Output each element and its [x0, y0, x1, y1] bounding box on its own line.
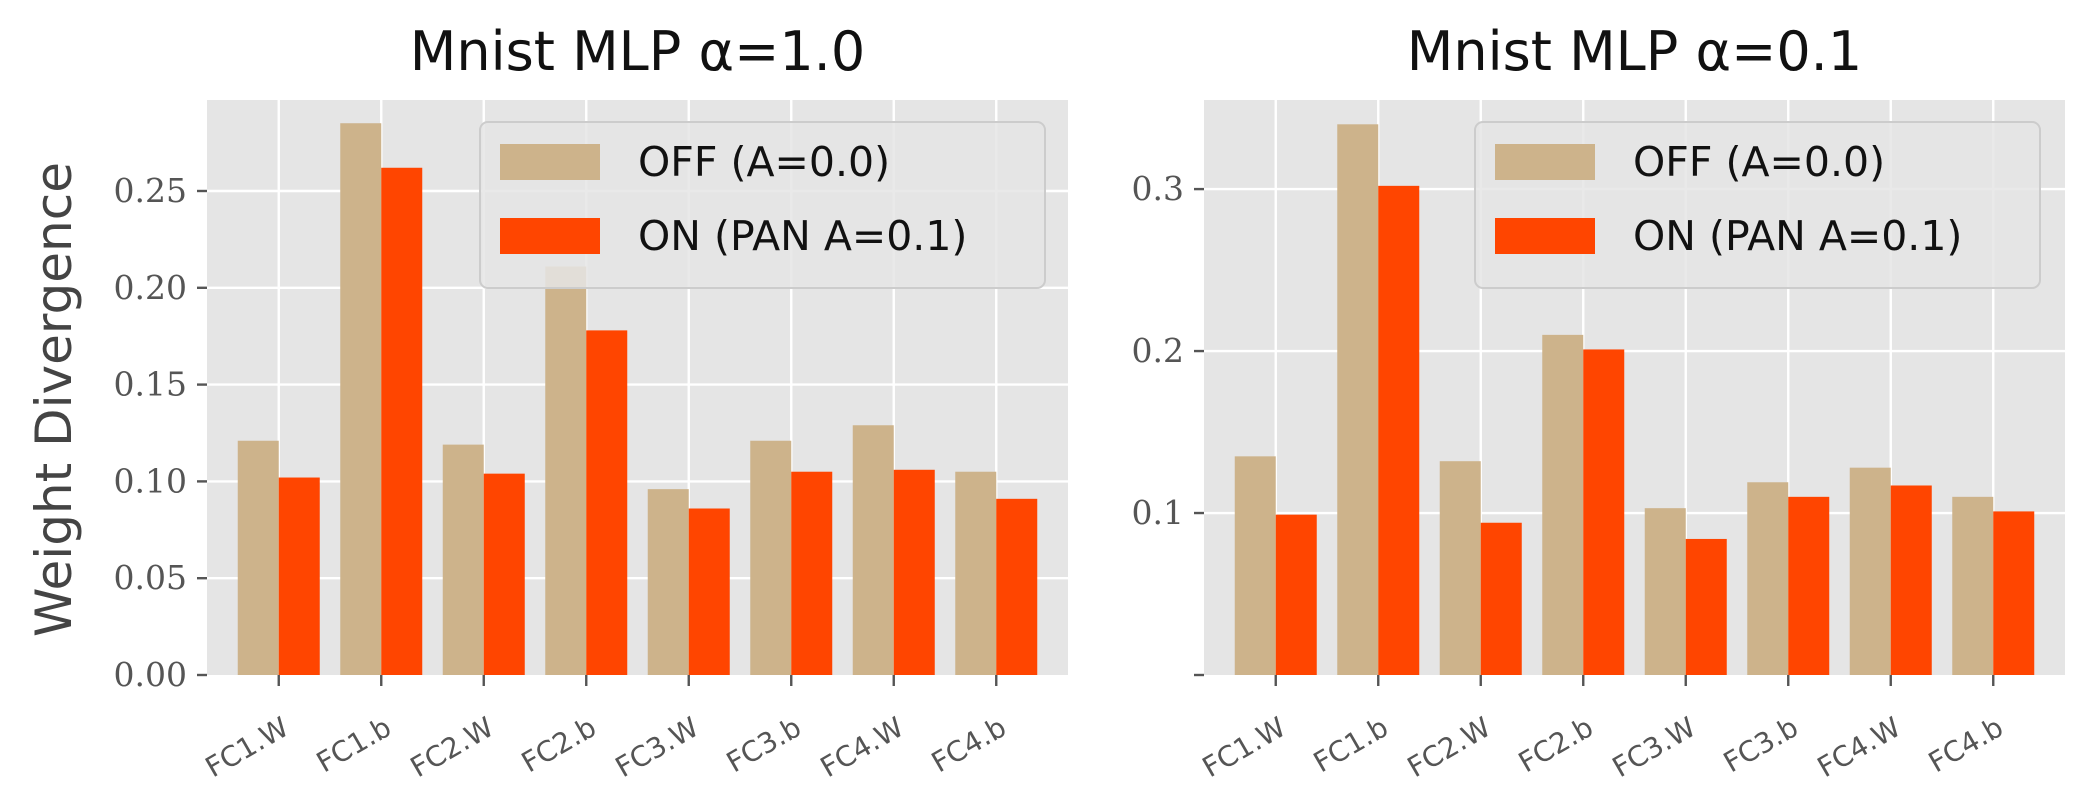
bar-on-fc3-b	[1788, 496, 1830, 675]
bar-off-fc4-w	[852, 425, 894, 675]
bar-off-fc2-w	[442, 444, 484, 675]
x-tick-label: FC2.W	[405, 710, 499, 784]
bar-off-fc3-w	[647, 489, 689, 675]
chart-title: Mnist MLP α=0.1	[1407, 20, 1862, 83]
x-tick-label: FC4.b	[1923, 710, 2009, 779]
bar-on-fc2-w	[483, 473, 525, 675]
bar-on-fc4-w	[1890, 485, 1932, 675]
bar-off-fc2-b	[545, 266, 587, 675]
y-tick-label: 0.3	[1132, 169, 1184, 208]
bar-on-fc2-w	[1480, 522, 1522, 675]
bar-on-fc2-b	[586, 330, 628, 675]
y-tick-label: 0.1	[1132, 493, 1184, 532]
legend-box	[1474, 121, 2041, 289]
bar-on-fc1-w	[278, 477, 320, 675]
bar-off-fc2-b	[1542, 334, 1584, 675]
y-tick-label: 0.20	[114, 268, 187, 307]
x-tick-label: FC4.W	[1812, 710, 1906, 784]
bar-on-fc4-b	[1993, 511, 2035, 675]
x-tick-label: FC1.W	[200, 710, 294, 784]
bar-on-fc4-w	[893, 469, 935, 675]
y-axis-label: Weight Divergence	[25, 162, 83, 637]
x-tick-label: FC4.W	[815, 710, 909, 784]
x-tick-label: FC1.b	[311, 710, 397, 779]
bar-off-fc4-w	[1849, 467, 1891, 675]
x-tick-label: FC3.b	[1718, 710, 1804, 779]
legend: OFF (A=0.0) ON (PAN A=0.1)	[479, 121, 1046, 289]
x-tick-label: FC3.b	[721, 710, 807, 779]
x-tick-label: FC2.b	[516, 710, 602, 779]
bar-off-fc1-b	[1337, 124, 1379, 675]
bar-off-fc3-b	[1747, 482, 1789, 675]
bar-on-fc3-w	[1685, 538, 1727, 675]
legend-label: ON (PAN A=0.1)	[1633, 212, 1962, 260]
legend: OFF (A=0.0) ON (PAN A=0.1)	[1474, 121, 2041, 289]
legend-swatch	[1495, 218, 1595, 254]
bar-on-fc1-b	[1378, 185, 1420, 675]
legend-swatch	[1495, 144, 1595, 180]
x-tick-label: FC3.W	[1607, 710, 1701, 784]
legend-box	[479, 121, 1046, 289]
bar-on-fc3-b	[791, 471, 833, 675]
chart-title: Mnist MLP α=1.0	[410, 20, 865, 83]
bar-off-fc1-w	[237, 440, 279, 675]
bar-on-fc2-b	[1583, 349, 1625, 675]
legend-label: OFF (A=0.0)	[1633, 138, 1885, 186]
bar-on-fc3-w	[688, 508, 730, 675]
legend-label: OFF (A=0.0)	[638, 138, 890, 186]
legend-label: ON (PAN A=0.1)	[638, 212, 967, 260]
y-tick-label: 0.05	[114, 558, 187, 597]
legend-swatch	[500, 144, 600, 180]
x-tick-label: FC1.b	[1308, 710, 1394, 779]
x-tick-label: FC4.b	[926, 710, 1012, 779]
bar-off-fc2-w	[1439, 461, 1481, 675]
bar-off-fc4-b	[955, 471, 997, 675]
legend-swatch	[500, 218, 600, 254]
x-tick-label: FC2.W	[1402, 710, 1496, 784]
y-tick-label: 0.15	[114, 365, 187, 404]
y-tick-label: 0.00	[114, 655, 187, 694]
bar-on-fc1-w	[1275, 514, 1317, 675]
y-tick-label: 0.25	[114, 171, 187, 210]
bar-off-fc3-w	[1644, 508, 1686, 675]
x-tick-label: FC2.b	[1513, 710, 1599, 779]
x-tick-label: FC3.W	[610, 710, 704, 784]
x-tick-label: FC1.W	[1197, 710, 1291, 784]
bar-on-fc4-b	[996, 498, 1038, 675]
bar-on-fc1-b	[381, 167, 423, 676]
bar-off-fc4-b	[1952, 496, 1994, 675]
bar-off-fc1-w	[1234, 456, 1276, 675]
bar-off-fc3-b	[750, 440, 792, 675]
y-tick-label: 0.2	[1132, 331, 1184, 370]
y-tick-label: 0.10	[114, 461, 187, 500]
bar-off-fc1-b	[340, 123, 382, 676]
